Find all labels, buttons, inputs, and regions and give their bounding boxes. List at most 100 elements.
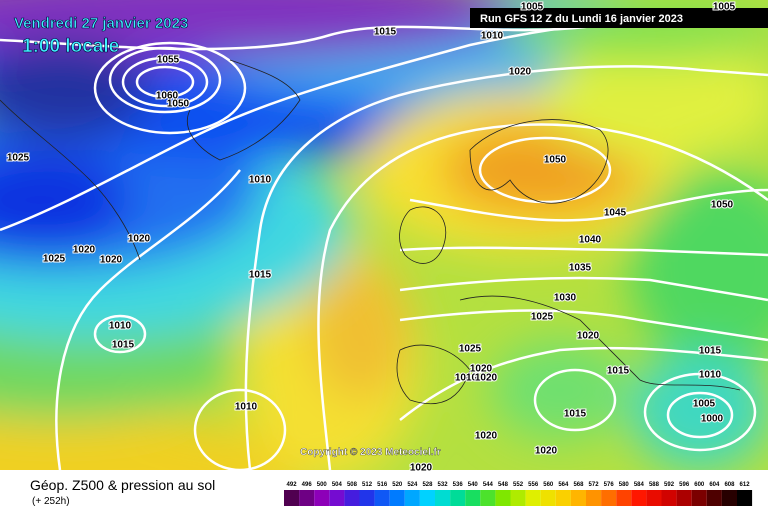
- scale-label: 572: [589, 482, 600, 488]
- isobar: [317, 123, 768, 470]
- scale-label: 492: [287, 482, 298, 488]
- isobar-label: 1015: [374, 27, 397, 38]
- scale-label: 540: [468, 482, 479, 488]
- scale-label: 532: [438, 482, 449, 488]
- scale-label: 604: [709, 482, 720, 488]
- isobar: [399, 246, 768, 257]
- isobar-label: 1050: [544, 155, 567, 166]
- scale-swatch: [435, 490, 451, 506]
- scale-label: 560: [543, 482, 554, 488]
- scale-label: 504: [332, 482, 343, 488]
- isobar-label: 1010: [455, 373, 478, 384]
- scale-label: 588: [649, 482, 660, 488]
- isobar: [399, 276, 768, 302]
- isobar: [93, 41, 247, 135]
- coastline: [399, 206, 447, 264]
- isobar: [533, 368, 617, 432]
- isobar: [399, 309, 768, 342]
- field-zone: [0, 410, 320, 470]
- scale-label: 596: [679, 482, 690, 488]
- scale-swatch: [495, 490, 511, 506]
- scale-label: 508: [347, 482, 358, 488]
- scale-swatch: [706, 490, 722, 506]
- footer-lead: (+ 252h): [32, 496, 70, 507]
- isobar-label: 1020: [128, 234, 151, 245]
- isobar-label: 1040: [579, 235, 602, 246]
- field-zone: [310, 260, 410, 400]
- scale-label: 500: [317, 482, 328, 488]
- scale-swatch: [721, 490, 737, 506]
- scale-swatch: [691, 490, 707, 506]
- scale-swatch: [314, 490, 330, 506]
- isobar-label: 1005: [521, 2, 544, 13]
- isobar-label: 1025: [531, 312, 554, 323]
- coastline: [396, 344, 471, 404]
- scale-label: 556: [528, 482, 539, 488]
- isobar-label: 1015: [699, 346, 722, 357]
- scale-swatch: [359, 490, 375, 506]
- isobar: [478, 136, 612, 204]
- scale-label: 524: [407, 482, 418, 488]
- scale-swatch: [374, 490, 390, 506]
- scale-swatch: [419, 490, 435, 506]
- scale-swatch: [404, 490, 420, 506]
- isobar-label: 1020: [475, 431, 498, 442]
- isobar: [244, 65, 768, 470]
- scale-swatch: [525, 490, 541, 506]
- scale-label: 548: [498, 482, 509, 488]
- scale-swatch: [450, 490, 466, 506]
- isobar-label: 1010: [235, 402, 258, 413]
- isobar-label: 1010: [109, 321, 132, 332]
- isobar-label: 1045: [604, 208, 627, 219]
- scale-label: 528: [422, 482, 433, 488]
- scale-swatch: [389, 490, 405, 506]
- coastline: [459, 295, 741, 391]
- scale-label: 608: [724, 482, 735, 488]
- isobar-label: 1010: [249, 175, 272, 186]
- scale-label: 512: [362, 482, 373, 488]
- scale-label: 536: [453, 482, 464, 488]
- field-zone: [630, 350, 768, 470]
- isobar: [93, 314, 147, 354]
- isobar-label: 1030: [554, 293, 577, 304]
- isobar: [55, 169, 241, 470]
- footer-title: Géop. Z500 & pression au sol: [30, 477, 215, 493]
- isobar-label: 1020: [475, 373, 498, 384]
- isobar: [399, 346, 768, 421]
- scale-swatch: [344, 490, 360, 506]
- scale-swatch: [510, 490, 526, 506]
- valid-time: 1:00 locale: [22, 36, 119, 57]
- scale-swatch: [631, 490, 647, 506]
- copyright: Copyright © 2023 Meteociel.fr: [300, 447, 441, 458]
- scale-label: 544: [483, 482, 494, 488]
- field-zone: [0, 150, 130, 250]
- isobar-label: 1015: [112, 340, 135, 351]
- scale-label: 580: [619, 482, 630, 488]
- scale-swatch: [646, 490, 662, 506]
- scale-swatch: [616, 490, 632, 506]
- coastline: [0, 99, 141, 261]
- run-info: Run GFS 12 Z du Lundi 16 janvier 2023: [480, 13, 683, 25]
- scale-label: 564: [558, 482, 569, 488]
- field-zone: [0, 40, 150, 140]
- isobar-label: 1020: [100, 255, 123, 266]
- isobar-label: 1050: [711, 200, 734, 211]
- scale-label: 552: [513, 482, 524, 488]
- scale-label: 612: [740, 482, 751, 488]
- isobar-label: 1035: [569, 263, 592, 274]
- isobar: [666, 391, 734, 439]
- field-zone: [0, 0, 520, 60]
- isobar-label: 1020: [410, 463, 433, 474]
- field-zone: [630, 170, 768, 370]
- scale-swatch: [329, 490, 345, 506]
- isobar: [409, 188, 768, 222]
- scale-label: 516: [377, 482, 388, 488]
- scale-swatch: [661, 490, 677, 506]
- isobar-label: 1020: [470, 364, 493, 375]
- isobar-label: 1060: [156, 91, 179, 102]
- scale-swatch: [555, 490, 571, 506]
- scale-swatch: [737, 490, 753, 506]
- scale-label: 576: [604, 482, 615, 488]
